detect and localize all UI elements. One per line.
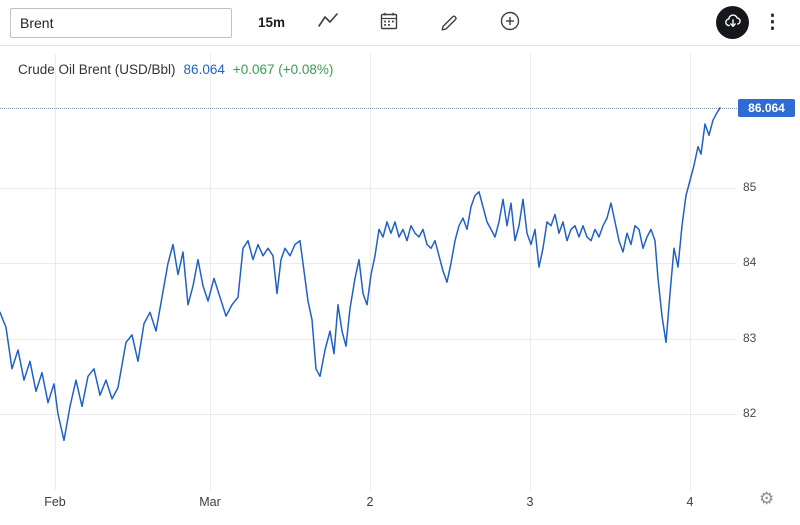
y-axis-label: 82 (743, 406, 757, 420)
cloud-download-icon (724, 12, 742, 33)
price-change: +0.067 (+0.08%) (232, 62, 334, 77)
download-button[interactable] (716, 6, 749, 39)
line-chart-icon (317, 10, 339, 35)
toolbar: 15m (0, 0, 800, 46)
x-axis-label: Feb (44, 495, 66, 509)
more-vertical-icon: ⋮ (763, 12, 782, 33)
y-axis-label: 83 (743, 330, 757, 345)
x-axis-label: 2 (366, 495, 374, 509)
x-axis-label: 4 (686, 495, 694, 509)
plus-circle-icon (499, 10, 521, 35)
current-price-badge: 86.064 (738, 98, 795, 117)
x-axis: Feb Mar 2 3 4 (0, 495, 800, 513)
add-indicator-button[interactable] (495, 6, 525, 39)
chart-header: Crude Oil Brent (USD/Bbl) 86.064 +0.067 … (18, 62, 333, 77)
draw-button[interactable] (435, 7, 463, 38)
x-axis-label: 3 (526, 495, 534, 509)
chart-type-button[interactable] (313, 6, 343, 39)
interval-button[interactable]: 15m (252, 9, 291, 36)
toolbar-icon-group (313, 6, 525, 39)
more-menu-button[interactable]: ⋮ (757, 9, 788, 36)
y-axis-label: 84 (743, 255, 757, 270)
toolbar-right-group: ⋮ (716, 6, 790, 39)
date-range-button[interactable] (375, 7, 403, 38)
settings-gear-icon[interactable]: ⚙ (753, 488, 780, 510)
last-price: 86.064 (183, 62, 225, 77)
calendar-icon (379, 11, 399, 34)
x-axis-label: Mar (199, 495, 221, 509)
instrument-title: Crude Oil Brent (USD/Bbl) (18, 62, 176, 77)
symbol-search-input[interactable] (10, 7, 232, 38)
current-price-dotted-line (0, 107, 737, 109)
y-axis-label: 85 (743, 180, 757, 194)
pencil-icon (439, 11, 459, 34)
